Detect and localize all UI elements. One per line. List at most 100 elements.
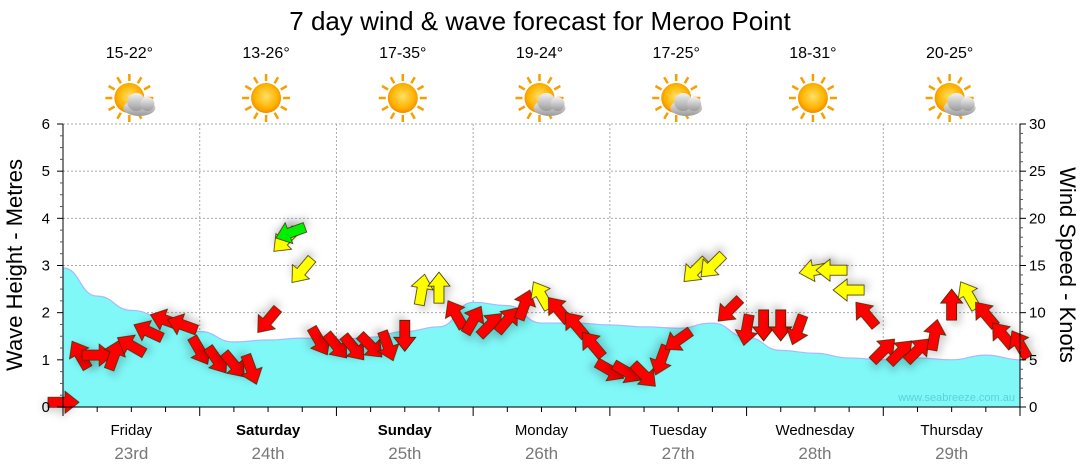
wind-arrow xyxy=(734,313,758,347)
sun-ray xyxy=(280,105,288,112)
y-tick-label-left: 2 xyxy=(42,305,50,322)
temperature-range: 20-25° xyxy=(926,45,973,62)
wind-arrow-shape xyxy=(339,332,365,361)
sun-ray xyxy=(252,112,259,120)
sun-ray xyxy=(410,76,416,84)
day-forecast: 17-35° Sunday 25th xyxy=(378,45,433,463)
y-tick-label-right: 15 xyxy=(1029,258,1046,275)
wind-arrow-shape xyxy=(116,334,148,359)
temperature-range: 15-22° xyxy=(106,45,153,62)
sun-ray xyxy=(928,105,936,112)
day-label: Friday xyxy=(111,422,153,439)
wind-arrow-shape xyxy=(868,338,896,366)
wind-arrow-shape xyxy=(975,301,1000,330)
wind-arrow-shape xyxy=(219,349,245,378)
wind-arrow-shape xyxy=(410,273,434,307)
wind-arrow xyxy=(427,271,451,304)
wind-arrow xyxy=(786,313,809,346)
cloud xyxy=(943,93,976,116)
sun-ray xyxy=(116,76,122,84)
sun-ray xyxy=(546,76,553,84)
partly-cloudy-icon xyxy=(515,74,566,122)
day-forecast-header: 15-22° Friday 23rd 13-26° Saturday 24th 17-35°… xyxy=(105,45,983,463)
wind-arrow-shape xyxy=(355,330,383,358)
cloud xyxy=(533,93,566,116)
wind-arrow-shape xyxy=(629,360,656,387)
sun-ray xyxy=(381,105,389,112)
sun-ray xyxy=(799,76,806,84)
wind-arrow xyxy=(133,320,165,343)
temperature-range: 13-26° xyxy=(242,45,289,62)
sun-ray xyxy=(136,76,143,84)
wind-arrow xyxy=(629,360,656,387)
wind-arrow-shape xyxy=(460,305,485,337)
wind-arrow xyxy=(664,326,694,351)
wind-arrow-shape xyxy=(815,258,848,283)
wave-area-series xyxy=(62,267,1021,408)
sun-ray xyxy=(244,84,252,91)
y-tick-label-right: 30 xyxy=(1029,116,1046,133)
wind-arrow-shape xyxy=(69,340,93,372)
wind-arrow xyxy=(832,278,865,302)
partly-cloudy-icon xyxy=(652,74,703,122)
sun-ray xyxy=(928,84,936,91)
sun-ray xyxy=(936,76,943,84)
wind-arrow-shape xyxy=(240,352,263,385)
sun-ray xyxy=(820,112,827,120)
wind-arrow-shape xyxy=(275,221,308,245)
y-tick-label-right: 10 xyxy=(1029,305,1046,322)
sunny-icon xyxy=(378,74,427,122)
wind-arrow-shape xyxy=(649,343,672,376)
wind-arrow-shape xyxy=(923,318,947,352)
wind-arrow xyxy=(355,330,383,358)
wind-arrow-shape xyxy=(751,309,776,342)
y-tick-label-right: 0 xyxy=(1029,399,1037,416)
wind-arrow xyxy=(116,334,148,359)
wind-arrow-shape xyxy=(700,250,728,278)
date-label: 24th xyxy=(252,444,285,463)
wind-arrow-shape xyxy=(377,329,400,362)
sun-ray xyxy=(820,76,827,84)
day-forecast: 15-22° Friday 23rd xyxy=(105,45,156,463)
temperature-range: 17-35° xyxy=(379,45,426,62)
wind-arrow xyxy=(166,313,199,336)
y-axis-left-label: Wave Height - Metres xyxy=(2,159,27,371)
wind-arrow xyxy=(219,349,245,378)
sun-ray xyxy=(389,76,396,84)
date-label: 25th xyxy=(388,444,421,463)
sun-disc xyxy=(387,83,418,113)
sun-ray xyxy=(663,76,669,84)
wind-arrow-shape xyxy=(832,278,865,302)
wind-arrow-shape xyxy=(322,330,348,359)
y-tick-label-left: 6 xyxy=(42,116,50,133)
temperature-range: 18-31° xyxy=(789,45,836,62)
sun-ray xyxy=(116,112,122,120)
y-tick-label-right: 20 xyxy=(1029,210,1046,227)
sun-ray xyxy=(518,105,526,112)
cloud-part xyxy=(960,97,975,111)
sun-ray xyxy=(526,76,533,84)
sun-ray xyxy=(381,84,389,91)
wind-arrow-shape xyxy=(166,313,199,336)
day-label: Sunday xyxy=(378,422,433,439)
sun-disc xyxy=(251,83,282,113)
sun-ray xyxy=(526,112,533,120)
day-forecast: 20-25° Thursday 29th xyxy=(920,45,983,463)
sun-ray xyxy=(273,76,280,84)
temperature-range: 17-25° xyxy=(653,45,700,62)
wind-arrow xyxy=(939,288,964,321)
sun-ray xyxy=(791,105,799,112)
date-label: 27th xyxy=(662,444,695,463)
axes: 0 1 2 3 4 5 6 0 5 10 15 20 25 30 xyxy=(42,116,1046,416)
wind-arrow xyxy=(410,273,434,307)
y-tick-label-right: 5 xyxy=(1029,352,1037,369)
sun-ray xyxy=(518,84,526,91)
watermark: www.seabreeze.com.au xyxy=(897,392,1015,404)
wind-arrow-shape xyxy=(133,320,165,343)
wind-arrow-shape xyxy=(257,304,283,333)
day-label: Thursday xyxy=(920,422,983,439)
wind-arrow xyxy=(392,319,417,352)
wind-arrow xyxy=(751,309,776,342)
sun-disc xyxy=(797,83,828,113)
day-forecast: 13-26° Saturday 24th xyxy=(236,45,301,463)
